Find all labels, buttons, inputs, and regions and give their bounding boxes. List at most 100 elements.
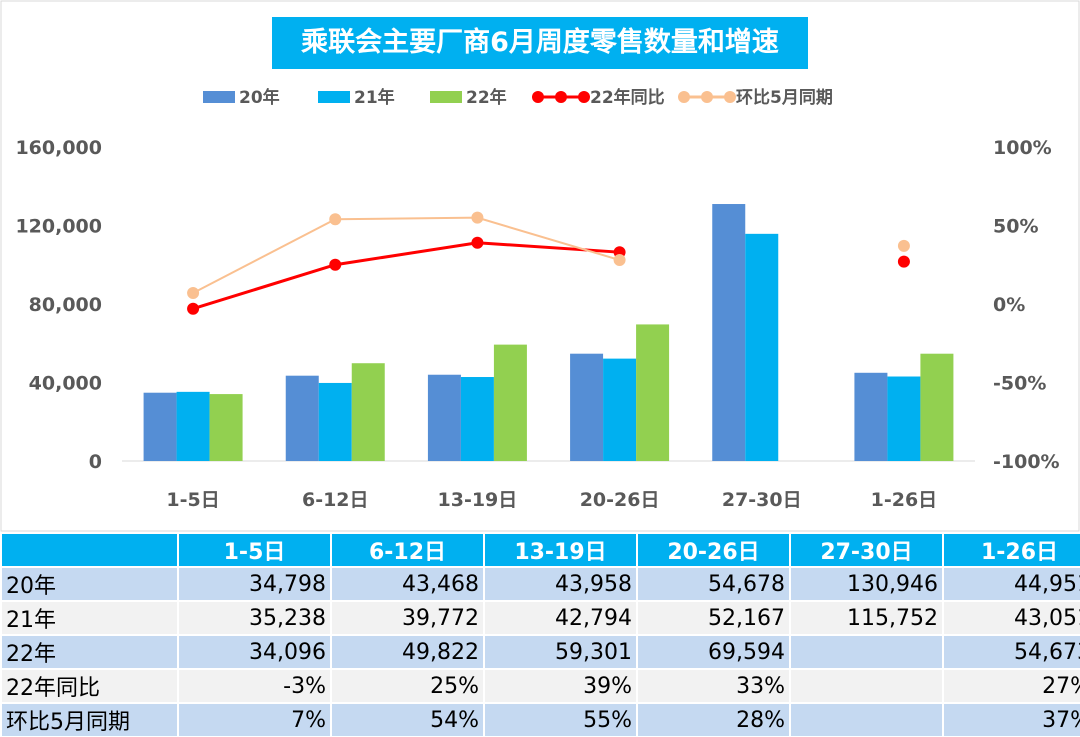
y-right-tick-label: -50%	[993, 373, 1046, 395]
y-right-tick-label: 0%	[993, 294, 1025, 316]
bar-22年	[351, 363, 385, 461]
table-cell: 35,238	[177, 600, 332, 636]
table-cell: 25%	[330, 668, 485, 704]
column-header: 27-30日	[789, 532, 944, 568]
table-cell: 54%	[330, 702, 485, 737]
bar-20年	[854, 372, 888, 461]
table-header-row: 1-5日 6-12日 13-19日 20-26日 27-30日 1-26日	[0, 532, 1080, 568]
bar-20年	[285, 375, 319, 461]
point-环比5月同期	[187, 287, 200, 300]
point-环比5月同期	[613, 254, 626, 267]
legend-marker	[678, 91, 690, 103]
x-tick-label: 6-12日	[302, 489, 369, 511]
bar-22年	[493, 344, 527, 461]
table-cell: 115,752	[789, 600, 944, 636]
point-22年同比	[897, 255, 910, 268]
column-header: 1-5日	[177, 532, 332, 568]
bar-21年	[603, 358, 637, 461]
table-cell: 34,798	[177, 566, 332, 602]
table-cell: 54,678	[636, 566, 791, 602]
bar-21年	[176, 391, 210, 461]
y-left-tick-label: 40,000	[29, 373, 102, 395]
table-cell: 34,096	[177, 634, 332, 670]
y-left-tick-label: 80,000	[29, 294, 102, 316]
row-label: 环比5月同期	[0, 702, 179, 737]
x-tick-label: 27-30日	[722, 489, 802, 511]
point-环比5月同期	[471, 211, 484, 224]
table-cell: 33%	[636, 668, 791, 704]
table-row: 22年同比-3%25%39%33% 27%	[0, 668, 1080, 704]
table-cell: 7%	[177, 702, 332, 737]
column-header	[0, 532, 179, 568]
column-header: 13-19日	[483, 532, 638, 568]
column-header: 20-26日	[636, 532, 791, 568]
table-cell: 44,951	[942, 566, 1080, 602]
data-table: 1-5日 6-12日 13-19日 20-26日 27-30日 1-26日 20年 34,79…	[0, 532, 1080, 737]
legend-marker	[555, 91, 567, 103]
line-环比5月同期	[192, 216, 620, 294]
legend-swatch	[203, 91, 235, 103]
point-22年同比	[187, 302, 200, 315]
column-header: 6-12日	[330, 532, 485, 568]
x-tick-label: 13-19日	[438, 489, 518, 511]
point-22年同比	[471, 236, 484, 249]
point-环比5月同期	[897, 239, 910, 252]
row-label: 20年	[0, 566, 179, 602]
row-label: 22年同比	[0, 668, 179, 704]
point-环比5月同期	[329, 213, 342, 226]
bar-22年	[920, 353, 954, 461]
bar-20年	[427, 374, 461, 461]
chart-svg: 0 40,000 80,000 120,000 160,000 -100% -50% 0% 50…	[0, 0, 1080, 532]
legend-label: 22年同比	[590, 87, 665, 108]
table-cell	[789, 634, 944, 670]
bar-22年	[636, 324, 670, 461]
table-cell: 27%	[942, 668, 1080, 704]
legend-label: 20年	[239, 87, 280, 108]
table-cell: 43,051	[942, 600, 1080, 636]
x-tick-label: 1-5日	[166, 489, 219, 511]
legend-marker	[578, 91, 590, 103]
table-cell	[789, 668, 944, 704]
bar-20年	[712, 204, 746, 461]
bar-21年	[887, 376, 921, 461]
chart-title: 乘联会主要厂商6月周度零售数量和增速	[272, 17, 808, 69]
y-left-tick-label: 0	[89, 451, 102, 473]
x-tick-label: 20-26日	[580, 489, 660, 511]
table-cell	[789, 702, 944, 737]
table-cell: 39%	[483, 668, 638, 704]
column-header: 1-26日	[942, 532, 1080, 568]
point-22年同比	[329, 258, 342, 271]
bar-21年	[745, 233, 779, 461]
chart-border	[0, 0, 1080, 532]
table-cell: 28%	[636, 702, 791, 737]
y-left-tick-label: 160,000	[15, 137, 102, 159]
line-22年同比	[192, 241, 620, 311]
table-cell: -3%	[177, 668, 332, 704]
y-right-tick-label: 100%	[993, 137, 1052, 159]
row-label: 22年	[0, 634, 179, 670]
legend-marker	[532, 91, 544, 103]
table-cell: 43,468	[330, 566, 485, 602]
y-right-tick-label: 50%	[993, 216, 1038, 238]
bar-20年	[570, 353, 604, 461]
legend-marker	[724, 91, 736, 103]
legend-label: 环比5月同期	[736, 87, 833, 108]
legend-swatch	[430, 91, 462, 103]
table-cell: 37%	[942, 702, 1080, 737]
table-cell: 59,301	[483, 634, 638, 670]
table-cell: 52,167	[636, 600, 791, 636]
legend-marker	[701, 91, 713, 103]
y-right-tick-label: -100%	[993, 451, 1060, 473]
table-cell: 42,794	[483, 600, 638, 636]
table-cell: 39,772	[330, 600, 485, 636]
bar-22年	[209, 394, 243, 461]
bar-21年	[318, 382, 352, 461]
bar-21年	[460, 377, 494, 461]
x-tick-label: 1-26日	[871, 489, 938, 511]
table-cell: 69,594	[636, 634, 791, 670]
table-cell: 49,822	[330, 634, 485, 670]
